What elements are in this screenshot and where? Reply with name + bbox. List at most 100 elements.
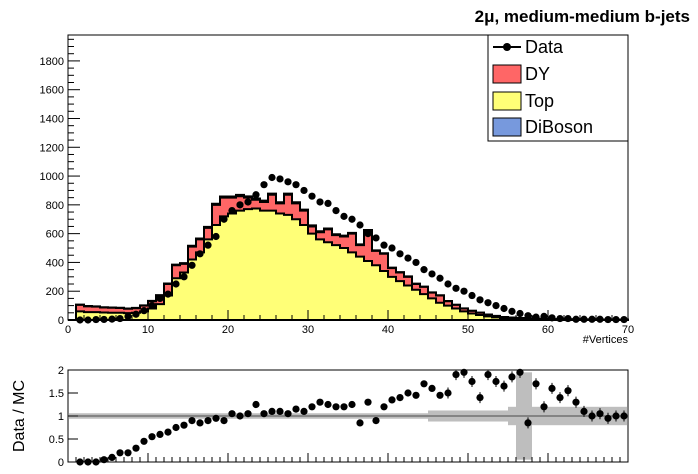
ratio-y-tick-label: 1.5 xyxy=(49,388,64,400)
ratio-point xyxy=(524,419,532,427)
y-tick-label: 1600 xyxy=(40,85,64,97)
ratio-point xyxy=(508,373,516,381)
ratio-mc-uncertainty xyxy=(388,413,396,419)
ratio-point xyxy=(284,410,292,418)
ratio-mc-uncertainty xyxy=(532,406,540,426)
ratio-point xyxy=(348,400,356,409)
data-point xyxy=(532,313,540,321)
data-point xyxy=(316,198,324,206)
data-point xyxy=(236,201,244,209)
ratio-axes: 0 0.5 1 1.5 2 xyxy=(49,365,629,469)
ratio-point xyxy=(212,414,220,422)
ratio-mc-uncertainty xyxy=(76,413,84,419)
data-point xyxy=(412,258,420,267)
ratio-point xyxy=(172,423,180,432)
ratio-mc-uncertainty xyxy=(444,410,452,422)
ratio-mc-uncertainty xyxy=(140,413,148,419)
data-point xyxy=(572,315,580,323)
ratio-point xyxy=(164,428,172,436)
ratio-mc-uncertainty xyxy=(84,413,92,419)
ratio-point xyxy=(452,371,460,379)
data-point xyxy=(356,221,364,229)
data-point xyxy=(364,230,372,238)
data-point xyxy=(516,309,524,318)
legend-label-data: Data xyxy=(525,37,564,57)
ratio-mc-uncertainty xyxy=(548,406,556,426)
data-point xyxy=(172,280,180,288)
ratio-mc-uncertainty xyxy=(172,413,180,419)
ratio-mc-uncertainty xyxy=(292,413,300,419)
ratio-y-axis-label: Data / MC xyxy=(11,380,28,452)
ratio-point xyxy=(372,417,380,425)
x-axis-label: #Vertices xyxy=(583,334,629,346)
ratio-mc-uncertainty xyxy=(100,413,108,419)
ratio-point xyxy=(84,458,92,466)
ratio-mc-uncertainty xyxy=(316,413,324,419)
ratio-mc-uncertainty xyxy=(180,413,188,419)
ratio-mc-uncertainty xyxy=(156,413,164,419)
data-point xyxy=(92,315,100,324)
legend-label-top: Top xyxy=(525,91,554,111)
data-point xyxy=(244,198,252,206)
data-point xyxy=(156,294,164,303)
data-point xyxy=(484,299,492,307)
data-point xyxy=(404,254,412,262)
y-tick-label: 0 xyxy=(58,315,64,327)
data-point xyxy=(612,315,620,324)
data-point xyxy=(380,241,388,249)
data-point xyxy=(196,250,204,258)
data-point xyxy=(132,310,140,318)
ratio-mc-uncertainty xyxy=(492,410,500,422)
ratio-point xyxy=(324,400,332,409)
y-tick-label: 1800 xyxy=(40,56,64,68)
data-point xyxy=(124,312,132,321)
ratio-mc-uncertainty xyxy=(572,406,580,426)
x-tick-label: 0 xyxy=(65,324,71,336)
data-point xyxy=(444,280,452,288)
data-point xyxy=(268,173,276,182)
ratio-point xyxy=(476,394,484,402)
data-point xyxy=(108,315,116,323)
ratio-point xyxy=(428,384,436,392)
y-tick-label: 1200 xyxy=(40,142,64,154)
ratio-point xyxy=(276,407,284,415)
data-point xyxy=(332,207,340,215)
ratio-point xyxy=(564,387,572,395)
ratio-mc-uncertainty xyxy=(164,413,172,419)
ratio-mc-uncertainty xyxy=(428,410,436,422)
ratio-point xyxy=(340,403,348,411)
y-tick-label: 1400 xyxy=(40,113,64,125)
ratio-mc-uncertainty xyxy=(308,413,316,419)
ratio-point xyxy=(556,394,564,402)
ratio-mc-uncertainty xyxy=(204,413,212,419)
data-point xyxy=(220,215,228,223)
ratio-points xyxy=(76,368,628,466)
ratio-mc-uncertainty xyxy=(300,413,308,419)
ratio-y-tick-label: 2 xyxy=(58,365,64,377)
ratio-mc-uncertainty xyxy=(268,413,276,419)
ratio-point xyxy=(500,382,508,390)
data-point xyxy=(564,314,572,323)
ratio-point xyxy=(268,407,276,415)
ratio-point xyxy=(132,444,140,452)
ratio-mc-uncertainty xyxy=(332,413,340,419)
data-point xyxy=(372,234,380,242)
y-tick-label: 600 xyxy=(46,229,64,241)
ratio-point xyxy=(236,412,244,420)
ratio-point xyxy=(516,368,524,376)
data-point xyxy=(548,314,556,322)
ratio-point xyxy=(156,430,164,438)
ratio-mc-uncertainty xyxy=(396,413,404,419)
main-axes: 0 200 400 600 800 1000 1200 1400 1600 1800 0 10 20 30… xyxy=(40,38,634,336)
ratio-point xyxy=(76,458,84,466)
ratio-point xyxy=(484,371,492,379)
data-point xyxy=(116,314,124,323)
ratio-point xyxy=(380,403,388,411)
data-point xyxy=(252,191,260,199)
data-point xyxy=(84,316,92,324)
data-point xyxy=(284,178,292,186)
ratio-point xyxy=(252,400,260,409)
ratio-mc-uncertainty xyxy=(508,406,516,426)
data-point xyxy=(596,315,604,323)
